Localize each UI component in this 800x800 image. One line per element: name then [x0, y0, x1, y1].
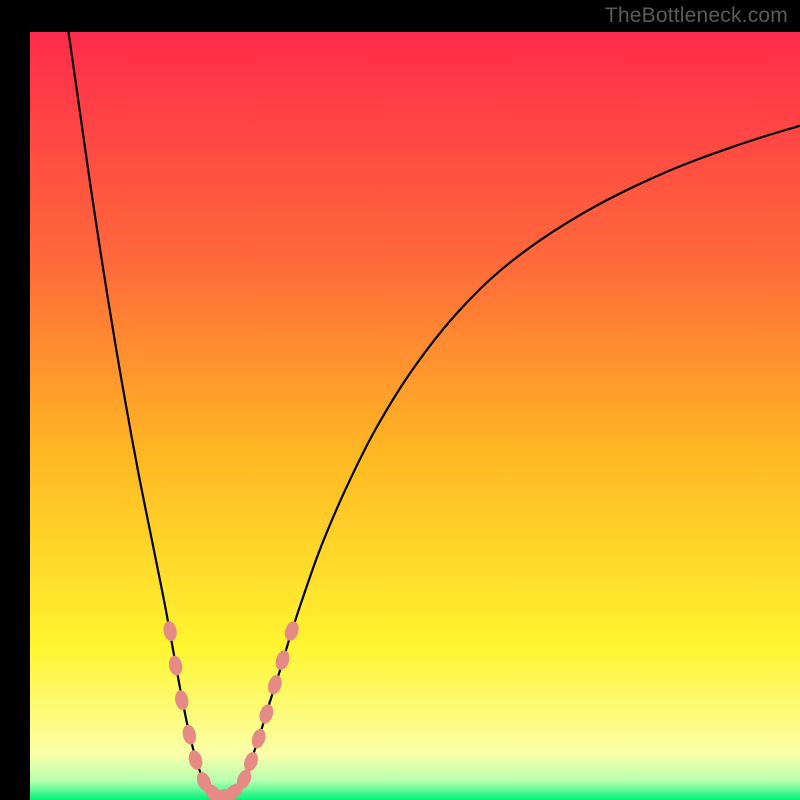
curve-markers — [162, 620, 301, 800]
curve-marker — [181, 724, 198, 746]
curve-marker — [173, 689, 190, 711]
curve-marker — [257, 702, 275, 725]
curve-marker — [187, 749, 205, 772]
curve-marker — [283, 620, 301, 643]
curve-marker — [162, 620, 178, 642]
curve-marker — [266, 673, 284, 696]
bottleneck-curve — [69, 32, 800, 797]
curve-marker — [241, 750, 260, 773]
curve-layer — [0, 0, 800, 800]
curve-marker — [167, 655, 183, 677]
curve-marker — [273, 649, 291, 672]
curve-marker — [249, 727, 267, 750]
